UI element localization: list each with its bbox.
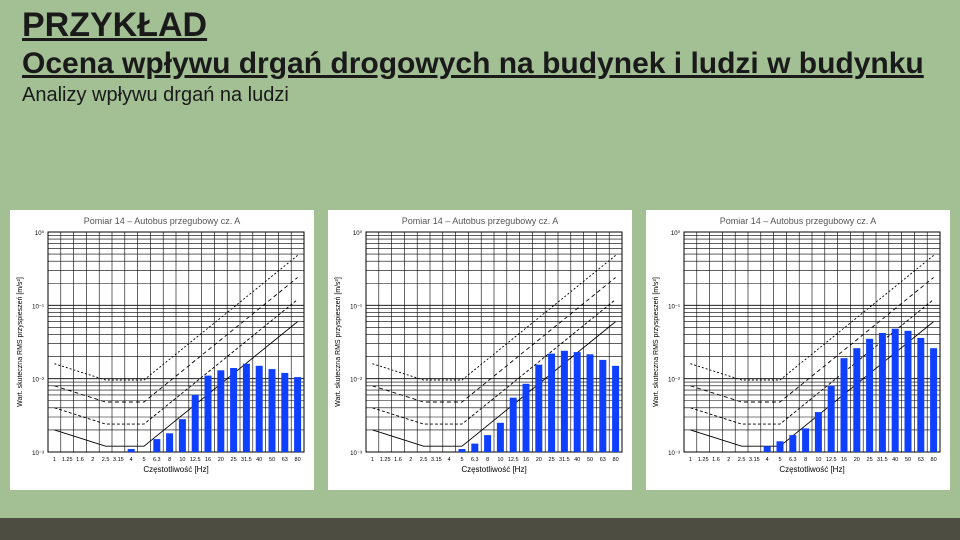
svg-text:25: 25 xyxy=(867,457,873,463)
svg-text:1: 1 xyxy=(689,457,692,463)
svg-text:63: 63 xyxy=(918,457,924,463)
svg-text:16: 16 xyxy=(523,457,529,463)
svg-text:Wart. skuteczna RMS przyspiesz: Wart. skuteczna RMS przyspieszeń [m/s²] xyxy=(335,277,342,407)
chart-plot: 10⁻³ 10⁻² 10⁻¹ 10⁰ 1 1.251.6 2 2.53.15 4 5 6.3 8 10 1… xyxy=(332,228,628,476)
svg-text:31.5: 31.5 xyxy=(877,457,888,463)
svg-text:2: 2 xyxy=(409,457,412,463)
chart-plot: 10⁻³ 10⁻² 10⁻¹ 10⁰ 1 1.251.6 2 2.53.15 4 5 6.3 8 10 1… xyxy=(650,228,946,476)
chart-plot: 10⁻³ 10⁻² 10⁻¹ 10⁰ 1 1.251.6 2 2.53.15 4 5 6.3 8 10 1… xyxy=(14,228,310,476)
svg-text:25: 25 xyxy=(231,457,237,463)
svg-text:1.25: 1.25 xyxy=(62,457,73,463)
svg-text:25: 25 xyxy=(549,457,555,463)
svg-text:5: 5 xyxy=(142,457,145,463)
svg-text:80: 80 xyxy=(295,457,301,463)
svg-text:20: 20 xyxy=(218,457,224,463)
slide: PRZYKŁAD Ocena wpływu drgań drogowych na… xyxy=(0,0,960,540)
svg-text:50: 50 xyxy=(269,457,275,463)
svg-text:10⁻²: 10⁻² xyxy=(350,378,362,384)
svg-text:3.15: 3.15 xyxy=(431,457,442,463)
svg-text:40: 40 xyxy=(574,457,580,463)
svg-text:2: 2 xyxy=(91,457,94,463)
svg-text:40: 40 xyxy=(892,457,898,463)
svg-text:Częstotliwość [Hz]: Częstotliwość [Hz] xyxy=(143,465,208,474)
svg-text:8: 8 xyxy=(804,457,807,463)
svg-text:16: 16 xyxy=(841,457,847,463)
svg-text:10⁻²: 10⁻² xyxy=(668,378,680,384)
svg-text:5: 5 xyxy=(460,457,463,463)
svg-text:2: 2 xyxy=(727,457,730,463)
svg-text:10⁻³: 10⁻³ xyxy=(350,451,362,457)
svg-text:Wart. skuteczna RMS przyspiesz: Wart. skuteczna RMS przyspieszeń [m/s²] xyxy=(653,277,660,407)
svg-text:1.25: 1.25 xyxy=(698,457,709,463)
chart-title: Pomiar 14 – Autobus przegubowy cz. A xyxy=(332,216,628,226)
svg-text:12.5: 12.5 xyxy=(826,457,837,463)
svg-text:10: 10 xyxy=(815,457,821,463)
svg-text:6.3: 6.3 xyxy=(789,457,797,463)
svg-text:2.5: 2.5 xyxy=(738,457,746,463)
svg-text:1.6: 1.6 xyxy=(76,457,84,463)
svg-text:6.3: 6.3 xyxy=(471,457,479,463)
svg-text:10: 10 xyxy=(497,457,503,463)
svg-text:31.5: 31.5 xyxy=(241,457,252,463)
svg-text:12.5: 12.5 xyxy=(508,457,519,463)
svg-text:1: 1 xyxy=(371,457,374,463)
svg-text:20: 20 xyxy=(854,457,860,463)
svg-text:5: 5 xyxy=(778,457,781,463)
slide-subtitle: Ocena wpływu drgań drogowych na budynek … xyxy=(22,47,938,80)
chart-title: Pomiar 14 – Autobus przegubowy cz. A xyxy=(650,216,946,226)
svg-text:Częstotliwość [Hz]: Częstotliwość [Hz] xyxy=(461,465,526,474)
svg-text:50: 50 xyxy=(587,457,593,463)
svg-text:1: 1 xyxy=(53,457,56,463)
slide-subtext: Analizy wpływu drgań na ludzi xyxy=(22,84,938,107)
svg-text:50: 50 xyxy=(905,457,911,463)
svg-text:10⁻¹: 10⁻¹ xyxy=(668,304,680,310)
svg-text:10⁰: 10⁰ xyxy=(35,230,45,237)
chart-panel-3: Pomiar 14 – Autobus przegubowy cz. A 10⁻… xyxy=(646,210,950,490)
slide-title: PRZYKŁAD xyxy=(22,6,938,45)
svg-text:10⁻¹: 10⁻¹ xyxy=(32,304,44,310)
svg-text:2.5: 2.5 xyxy=(420,457,428,463)
svg-text:2.5: 2.5 xyxy=(102,457,110,463)
svg-text:4: 4 xyxy=(448,457,451,463)
svg-text:63: 63 xyxy=(600,457,606,463)
charts-row: Pomiar 14 – Autobus przegubowy cz. A 10⁻… xyxy=(10,210,950,490)
svg-text:Częstotliwość [Hz]: Częstotliwość [Hz] xyxy=(779,465,844,474)
chart-title: Pomiar 14 – Autobus przegubowy cz. A xyxy=(14,216,310,226)
svg-text:10⁻³: 10⁻³ xyxy=(32,451,44,457)
svg-text:63: 63 xyxy=(282,457,288,463)
svg-text:16: 16 xyxy=(205,457,211,463)
svg-text:4: 4 xyxy=(766,457,769,463)
svg-text:31.5: 31.5 xyxy=(559,457,570,463)
svg-text:1.25: 1.25 xyxy=(380,457,391,463)
svg-text:80: 80 xyxy=(931,457,937,463)
svg-text:10⁻²: 10⁻² xyxy=(32,378,44,384)
svg-text:10⁻³: 10⁻³ xyxy=(668,451,680,457)
svg-text:Wart. skuteczna RMS przyspiesz: Wart. skuteczna RMS przyspieszeń [m/s²] xyxy=(17,277,24,407)
footer-bar xyxy=(0,518,960,540)
svg-text:80: 80 xyxy=(613,457,619,463)
svg-text:4: 4 xyxy=(130,457,133,463)
svg-text:8: 8 xyxy=(486,457,489,463)
svg-text:3.15: 3.15 xyxy=(113,457,124,463)
svg-text:1.6: 1.6 xyxy=(712,457,720,463)
svg-text:3.15: 3.15 xyxy=(749,457,760,463)
svg-text:40: 40 xyxy=(256,457,262,463)
svg-text:10⁻¹: 10⁻¹ xyxy=(350,304,362,310)
chart-panel-1: Pomiar 14 – Autobus przegubowy cz. A 10⁻… xyxy=(10,210,314,490)
chart-panel-2: Pomiar 14 – Autobus przegubowy cz. A 10⁻… xyxy=(328,210,632,490)
svg-text:8: 8 xyxy=(168,457,171,463)
svg-text:6.3: 6.3 xyxy=(153,457,161,463)
svg-text:10: 10 xyxy=(179,457,185,463)
svg-text:20: 20 xyxy=(536,457,542,463)
svg-text:10⁰: 10⁰ xyxy=(353,230,363,237)
svg-text:1.6: 1.6 xyxy=(394,457,402,463)
svg-text:12.5: 12.5 xyxy=(190,457,201,463)
svg-text:10⁰: 10⁰ xyxy=(671,230,681,237)
header: PRZYKŁAD Ocena wpływu drgań drogowych na… xyxy=(0,0,960,107)
